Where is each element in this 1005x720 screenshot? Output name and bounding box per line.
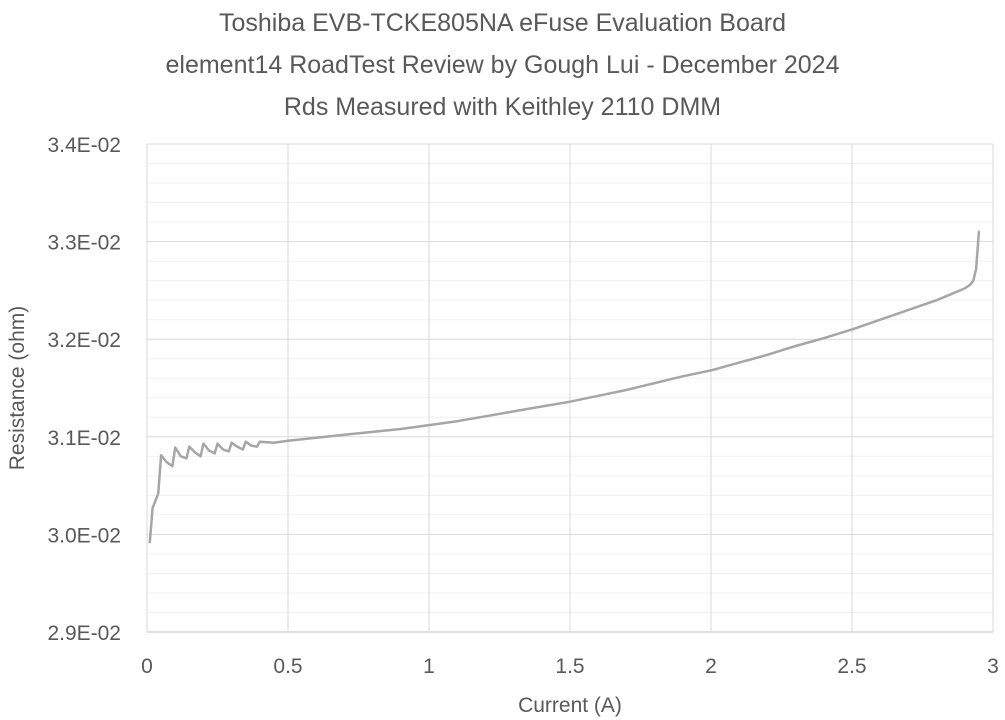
x-tick-label: 2.5 xyxy=(837,655,866,678)
data-point xyxy=(978,231,980,233)
data-point xyxy=(569,400,571,403)
y-tick-label: 3.1E-02 xyxy=(47,427,121,450)
x-tick-label: 3 xyxy=(987,655,999,678)
data-point xyxy=(964,287,966,290)
data-point xyxy=(400,428,402,430)
data-point xyxy=(185,457,188,460)
data-point xyxy=(194,451,196,454)
data-point xyxy=(315,436,318,439)
chart-title-line-1: Toshiba EVB-TCKE805NA eFuse Evaluation B… xyxy=(219,9,786,37)
data-point xyxy=(969,283,972,286)
y-tick-label: 3.4E-02 xyxy=(47,134,121,157)
data-point xyxy=(242,448,244,451)
data-point xyxy=(972,279,975,282)
data-point xyxy=(227,450,230,453)
major-gridlines xyxy=(146,143,994,633)
data-point xyxy=(935,299,938,301)
data-point xyxy=(541,405,543,408)
data-point xyxy=(975,268,977,270)
data-point xyxy=(907,309,910,311)
x-tick-label: 2 xyxy=(705,655,717,678)
data-point xyxy=(879,318,881,321)
x-tick-label: 1 xyxy=(423,655,435,678)
data-point xyxy=(171,465,174,467)
x-tick-label: 1.5 xyxy=(555,655,584,678)
data-point xyxy=(160,454,162,457)
chart-title-line-2: element14 RoadTest Review by Gough Lui -… xyxy=(165,51,840,79)
y-axis-title: Resistance (ohm) xyxy=(6,306,29,471)
y-axis-ticks: 2.9E-02 3.0E-02 3.1E-02 3.2E-02 3.3E-02 3.4E-… xyxy=(47,134,121,645)
data-point xyxy=(157,492,160,495)
data-point xyxy=(597,395,599,397)
data-point xyxy=(250,444,253,447)
data-point xyxy=(216,442,219,445)
data-point xyxy=(794,345,797,347)
data-point xyxy=(230,441,233,444)
chart-title-line-3: Rds Measured with Keithley 2110 DMM xyxy=(283,93,722,121)
data-point xyxy=(287,439,289,442)
x-tick-label: 0 xyxy=(141,655,153,678)
data-point xyxy=(256,445,258,448)
data-point xyxy=(484,415,487,418)
data-point xyxy=(199,455,202,458)
data-point xyxy=(273,441,275,444)
y-tick-label: 3.0E-02 xyxy=(47,524,121,547)
data-point xyxy=(428,424,430,426)
data-point xyxy=(653,382,656,384)
data-point xyxy=(682,375,684,378)
data-point xyxy=(165,461,168,463)
data-point xyxy=(456,420,459,422)
y-tick-label: 2.9E-02 xyxy=(47,622,121,645)
data-point xyxy=(236,445,239,448)
data-point xyxy=(222,448,224,451)
data-point xyxy=(512,410,515,413)
data-point xyxy=(625,389,628,391)
data-point xyxy=(766,354,769,356)
data-point xyxy=(851,328,853,331)
data-point xyxy=(202,442,205,445)
data-point xyxy=(151,507,154,509)
data-point xyxy=(371,431,374,433)
x-tick-label: 0.5 xyxy=(273,655,302,678)
data-point xyxy=(738,361,740,364)
data-point xyxy=(244,440,247,443)
y-tick-label: 3.3E-02 xyxy=(47,232,121,255)
data-point xyxy=(188,445,191,448)
series-layer xyxy=(148,230,981,544)
data-point xyxy=(710,369,712,372)
data-point xyxy=(149,541,151,544)
x-axis-ticks: 0 0.5 1 1.5 2 2.5 3 xyxy=(141,655,999,678)
chart-title: Toshiba EVB-TCKE805NA eFuse Evaluation B… xyxy=(0,2,1005,128)
data-point xyxy=(259,440,261,443)
series-line-rds xyxy=(148,230,981,544)
data-point xyxy=(949,293,952,296)
data-point xyxy=(180,455,182,458)
data-point xyxy=(174,446,176,449)
data-point xyxy=(213,452,216,455)
data-point xyxy=(343,434,346,436)
x-axis-title: Current (A) xyxy=(518,694,622,717)
data-point xyxy=(823,337,825,340)
data-point xyxy=(208,449,210,452)
y-tick-label: 3.2E-02 xyxy=(47,329,121,352)
